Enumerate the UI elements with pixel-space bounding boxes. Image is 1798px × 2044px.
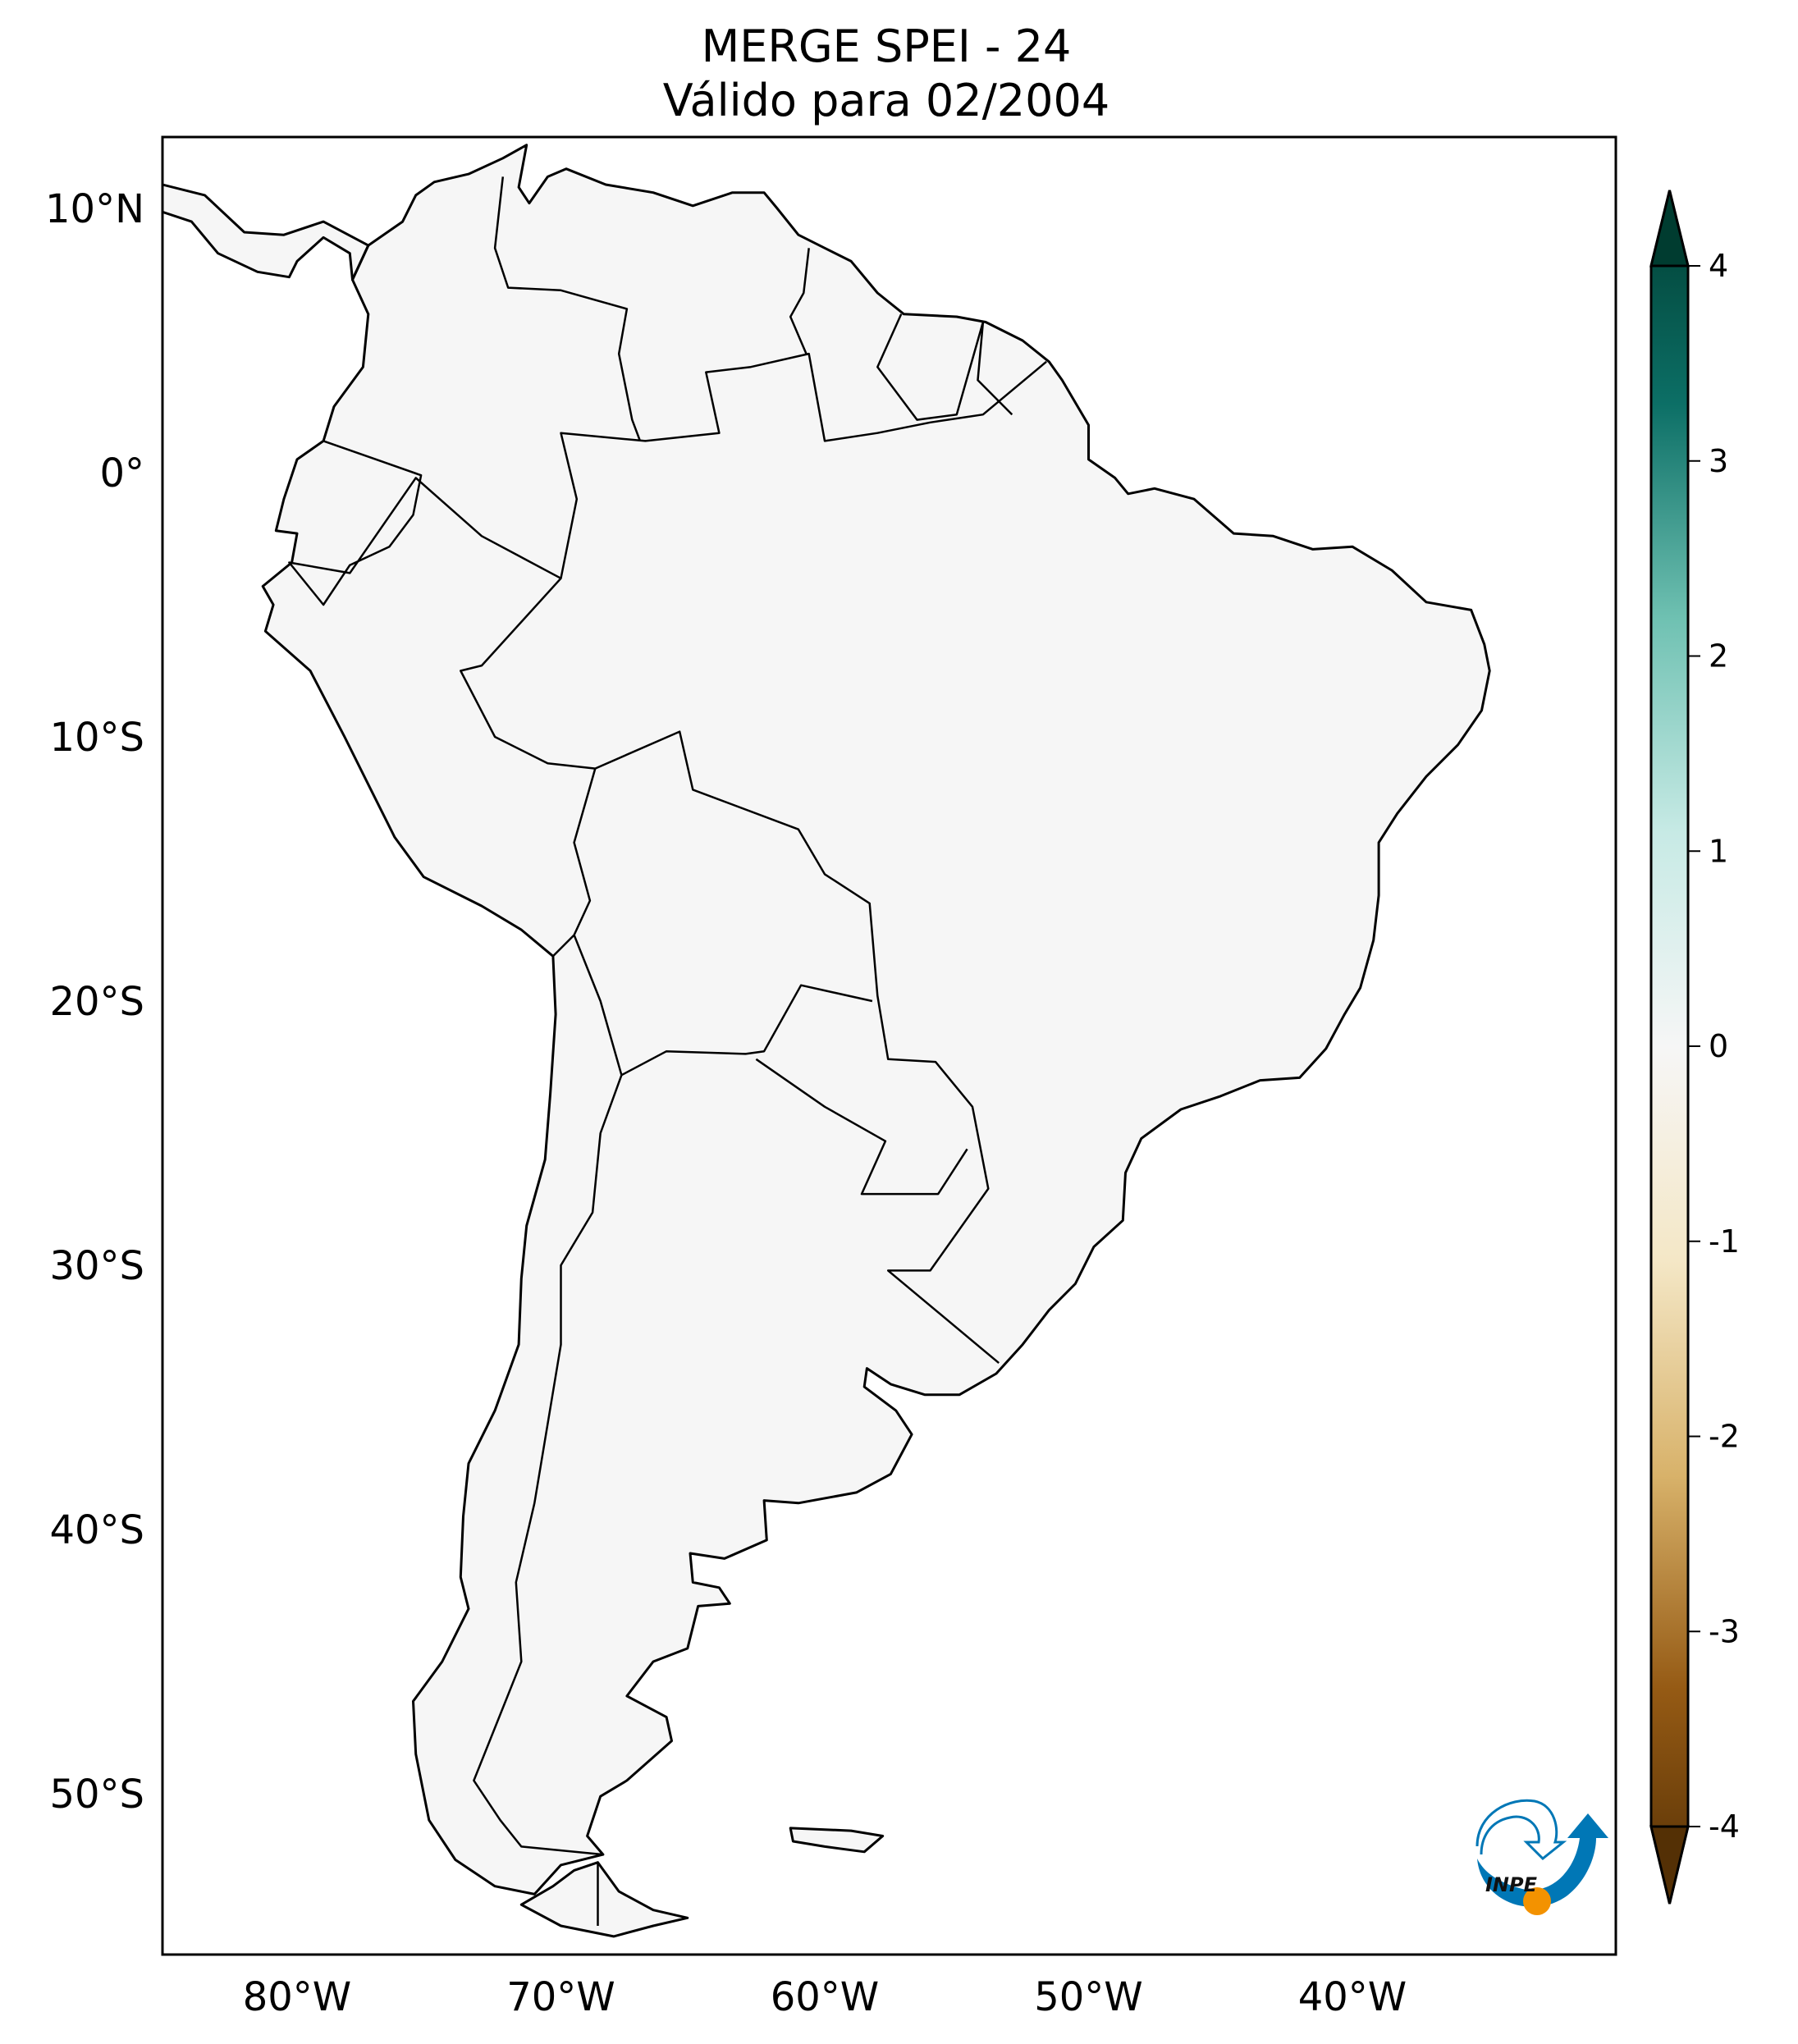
latitude-axis: 10°N 0° 10°S 20°S 30°S 40°S 50°S (45, 186, 144, 1818)
landmass-falklands (789, 1827, 885, 1854)
map-title: MERGE SPEI - 24 (701, 21, 1072, 72)
border-peru-bolivia (552, 768, 597, 958)
colorbar-tick-label: -2 (1709, 1419, 1740, 1455)
border-venezuela-colombia (493, 176, 642, 441)
inpe-logo: INPE (1475, 1799, 1608, 1915)
lat-tick-label: 40°S (49, 1507, 144, 1553)
border-paraguay-argentina (755, 1058, 968, 1196)
map-frame (161, 135, 1617, 1956)
lat-tick-label: 50°S (49, 1772, 144, 1818)
border-guianas (876, 313, 1013, 421)
colorbar-bar (1649, 190, 1690, 1905)
lon-tick-label: 40°W (1298, 1974, 1407, 2020)
landmass-tierra-del-fuego (519, 1861, 689, 1938)
colorbar-extend-min (1649, 1825, 1690, 1905)
lat-tick-label: 0° (99, 450, 144, 496)
country-borders (288, 176, 1047, 1926)
colorbar-tick-label: 3 (1709, 443, 1728, 479)
colorbar: 4 3 2 1 0 -1 -2 -3 -4 (1649, 190, 1740, 1905)
landmass-south-america (261, 144, 1491, 1895)
colorbar-tick-label: 2 (1709, 638, 1728, 674)
lon-tick-label: 80°W (243, 1974, 352, 2020)
land-base (162, 144, 1490, 1937)
lat-tick-label: 10°S (49, 715, 144, 761)
colorbar-tick-label: -3 (1709, 1613, 1740, 1649)
border-brazil (460, 352, 1047, 1365)
border-andes (473, 1074, 623, 1856)
border-venezuela-guyana (789, 248, 810, 354)
colorbar-tick-label: -4 (1709, 1809, 1740, 1845)
colorbar-tick-label: -1 (1709, 1223, 1740, 1260)
longitude-axis: 80°W 70°W 60°W 50°W 40°W (243, 1974, 1407, 2020)
logo-text: INPE (1485, 1873, 1538, 1896)
lon-tick-label: 70°W (506, 1974, 615, 2020)
border-bolivia-chile-argentina (573, 935, 873, 1077)
colorbar-tick-label: 0 (1709, 1028, 1728, 1064)
colorbar-tick-label: 1 (1709, 833, 1728, 869)
landmass-panama (162, 183, 370, 281)
border-colombia-peru-ecuador (288, 440, 562, 606)
lat-tick-label: 30°S (49, 1243, 144, 1289)
lon-tick-label: 60°W (771, 1974, 880, 2020)
colorbar-tick-label: 4 (1709, 248, 1728, 284)
lat-tick-label: 10°N (45, 186, 144, 232)
colorbar-extend-max (1649, 190, 1690, 268)
lon-tick-label: 50°W (1034, 1974, 1143, 2020)
map-subtitle: Válido para 02/2004 (662, 75, 1110, 126)
lat-tick-label: 20°S (49, 979, 144, 1025)
coastline (162, 144, 1491, 1938)
